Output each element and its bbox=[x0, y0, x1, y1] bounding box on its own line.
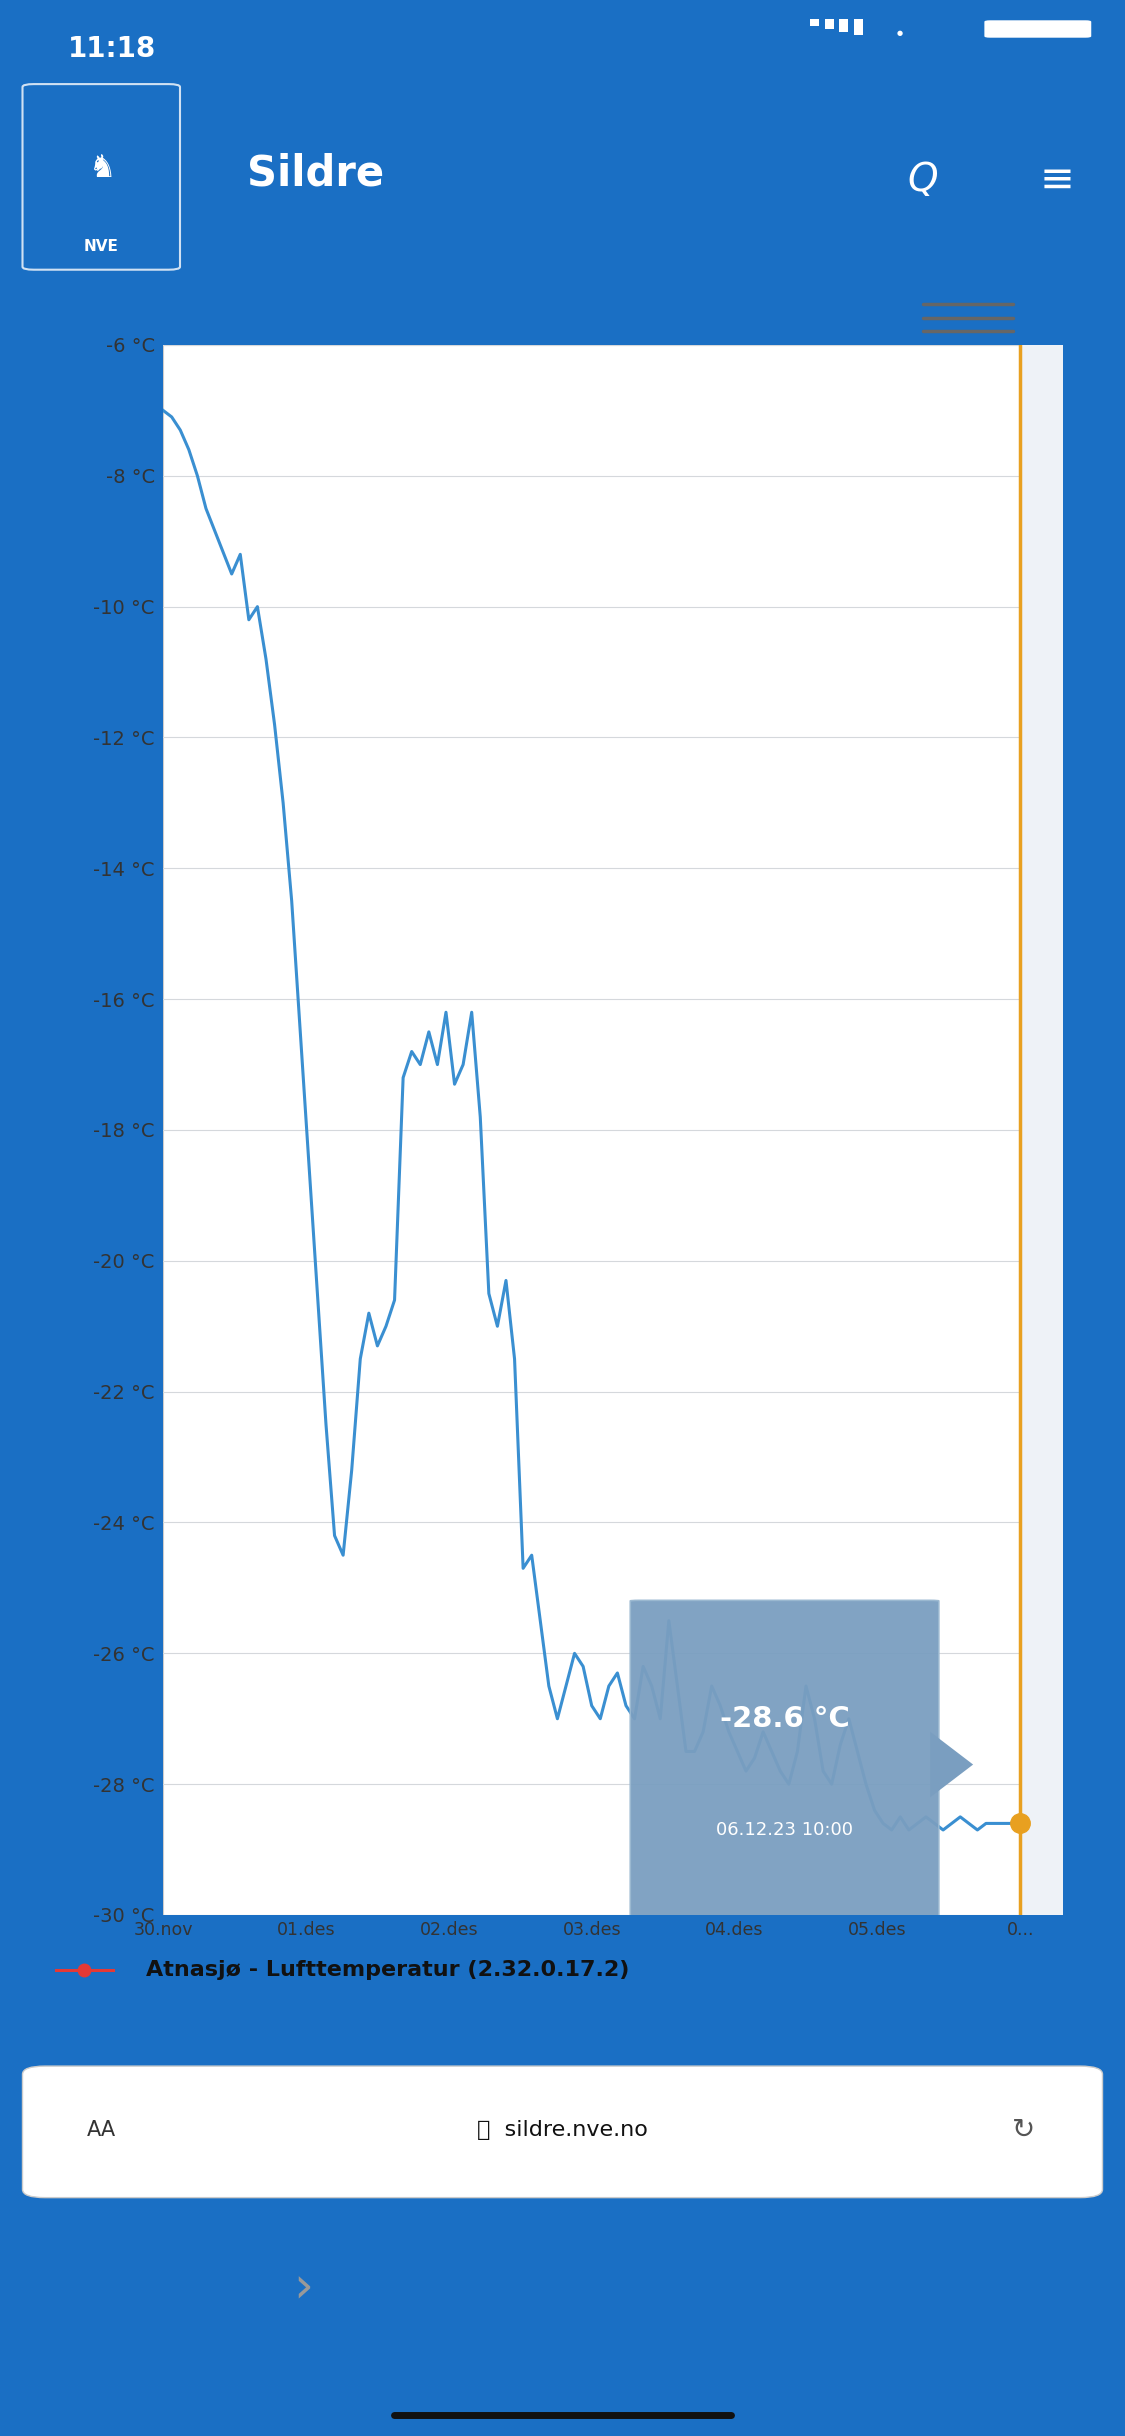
Text: 06.12.23 10:00: 06.12.23 10:00 bbox=[716, 1822, 853, 1839]
Text: Sildre: Sildre bbox=[248, 153, 385, 195]
Text: NVE: NVE bbox=[83, 239, 119, 253]
Text: 📖: 📖 bbox=[802, 2275, 818, 2302]
FancyBboxPatch shape bbox=[854, 19, 863, 34]
Text: -28.6 °C: -28.6 °C bbox=[720, 1705, 849, 1732]
Text: 🔒  sildre.nve.no: 🔒 sildre.nve.no bbox=[477, 2119, 648, 2139]
FancyBboxPatch shape bbox=[163, 346, 1020, 1915]
FancyBboxPatch shape bbox=[839, 19, 848, 32]
FancyBboxPatch shape bbox=[984, 19, 1091, 37]
Text: ≡: ≡ bbox=[1041, 158, 1076, 200]
Text: 11:18: 11:18 bbox=[68, 34, 155, 63]
Text: AA: AA bbox=[87, 2119, 116, 2139]
Text: ↑: ↑ bbox=[551, 2275, 574, 2302]
FancyBboxPatch shape bbox=[630, 1600, 939, 1929]
Text: ↻: ↻ bbox=[1012, 2117, 1035, 2144]
Text: Atnasjø - Lufttemperatur (2.32.0.17.2): Atnasjø - Lufttemperatur (2.32.0.17.2) bbox=[146, 1961, 630, 1980]
FancyBboxPatch shape bbox=[810, 19, 819, 27]
Text: ♞: ♞ bbox=[88, 153, 115, 183]
Text: ⧉: ⧉ bbox=[1015, 2273, 1033, 2302]
FancyBboxPatch shape bbox=[825, 19, 834, 29]
Text: ›: › bbox=[294, 2263, 314, 2312]
Polygon shape bbox=[930, 1732, 973, 1798]
Text: ‹: ‹ bbox=[91, 2263, 111, 2312]
Text: Q: Q bbox=[907, 161, 938, 200]
FancyBboxPatch shape bbox=[22, 2066, 1102, 2197]
Text: ●: ● bbox=[897, 29, 903, 37]
